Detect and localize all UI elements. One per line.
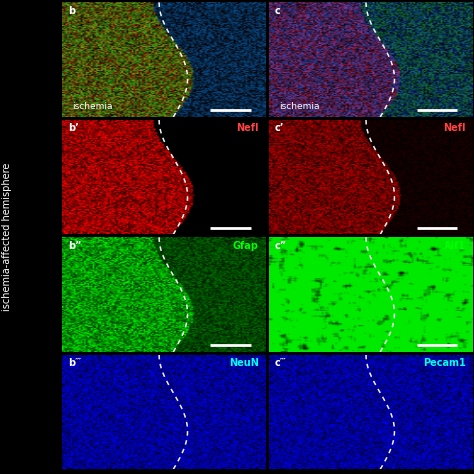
Text: NeuN: NeuN bbox=[229, 358, 259, 368]
Text: ischemia: ischemia bbox=[72, 102, 112, 111]
Text: Pecam1: Pecam1 bbox=[423, 358, 465, 368]
Text: Gfap: Gfap bbox=[233, 241, 259, 251]
Text: b‴: b‴ bbox=[68, 358, 81, 368]
Text: b”: b” bbox=[68, 241, 81, 251]
Text: Aif1: Aif1 bbox=[444, 241, 465, 251]
Text: ischemia-affected hemisphere: ischemia-affected hemisphere bbox=[2, 163, 12, 311]
Text: b: b bbox=[68, 6, 75, 16]
Text: c‴: c‴ bbox=[274, 358, 286, 368]
Text: Nefl: Nefl bbox=[236, 123, 259, 133]
Text: c: c bbox=[274, 6, 280, 16]
Text: c’: c’ bbox=[274, 123, 284, 133]
Text: b’: b’ bbox=[68, 123, 79, 133]
Text: ischemia: ischemia bbox=[279, 102, 319, 111]
Text: Nefl: Nefl bbox=[443, 123, 465, 133]
Text: c”: c” bbox=[274, 241, 287, 251]
